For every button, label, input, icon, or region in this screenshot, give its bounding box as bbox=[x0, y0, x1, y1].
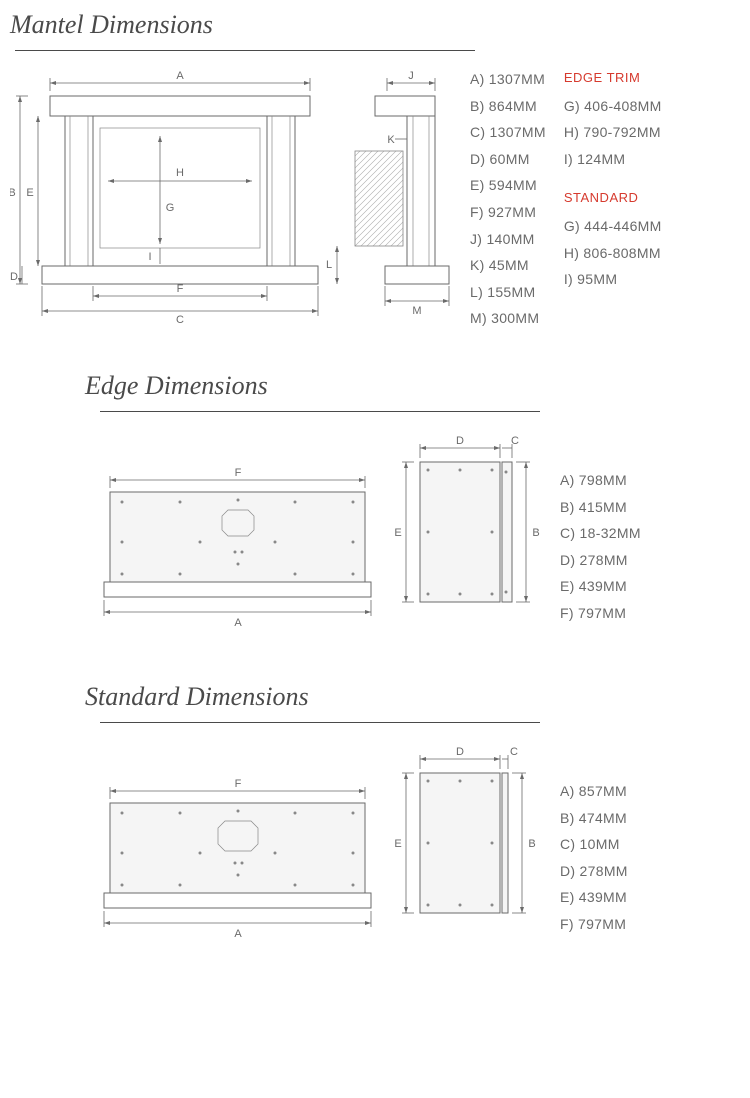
svg-text:A: A bbox=[234, 617, 242, 629]
legend-item: H) 806-808MM bbox=[564, 240, 662, 267]
svg-text:G: G bbox=[166, 202, 175, 214]
legend-item: D) 278MM bbox=[560, 547, 641, 574]
svg-text:A: A bbox=[176, 70, 184, 82]
legend-item: H) 790-792MM bbox=[564, 119, 662, 146]
legend-item: K) 45MM bbox=[470, 252, 546, 279]
standard-diagram: F A D bbox=[70, 738, 560, 963]
legend-item: E) 439MM bbox=[560, 573, 641, 600]
legend-item: I) 95MM bbox=[564, 266, 662, 293]
legend-item: G) 406-408MM bbox=[564, 93, 662, 120]
svg-text:D: D bbox=[10, 271, 18, 283]
svg-text:F: F bbox=[235, 778, 242, 790]
mantel-section: Mantel Dimensions bbox=[0, 0, 750, 361]
mantel-diagram: A B E bbox=[10, 66, 470, 341]
standard-section: Standard Dimensions F bbox=[0, 672, 750, 983]
svg-text:H: H bbox=[176, 167, 184, 179]
edge-diagram: F A bbox=[70, 427, 560, 652]
legend-item: M) 300MM bbox=[470, 305, 546, 332]
svg-text:M: M bbox=[412, 305, 421, 317]
legend-item: G) 444-446MM bbox=[564, 213, 662, 240]
mantel-divider bbox=[15, 50, 475, 51]
edge-section: Edge Dimensions bbox=[0, 361, 750, 672]
edge-trim-header: EDGE TRIM bbox=[564, 66, 662, 91]
legend-item: B) 474MM bbox=[560, 805, 628, 832]
legend-item: I) 124MM bbox=[564, 146, 662, 173]
svg-text:B: B bbox=[10, 187, 16, 199]
legend-item: F) 797MM bbox=[560, 911, 628, 938]
edge-title: Edge Dimensions bbox=[10, 371, 740, 401]
svg-text:B: B bbox=[532, 527, 539, 539]
svg-text:F: F bbox=[177, 283, 184, 295]
legend-item: C) 18-32MM bbox=[560, 520, 641, 547]
legend-item: J) 140MM bbox=[470, 226, 546, 253]
legend-item: A) 1307MM bbox=[470, 66, 546, 93]
legend-item: A) 857MM bbox=[560, 778, 628, 805]
svg-text:D: D bbox=[456, 746, 464, 758]
svg-text:K: K bbox=[387, 134, 395, 146]
legend-item: F) 797MM bbox=[560, 600, 641, 627]
legend-item: B) 415MM bbox=[560, 494, 641, 521]
legend-item: C) 10MM bbox=[560, 831, 628, 858]
standard-title: Standard Dimensions bbox=[10, 682, 740, 712]
legend-item: E) 439MM bbox=[560, 884, 628, 911]
mantel-legend-main: A) 1307MM B) 864MM C) 1307MM D) 60MM E) … bbox=[470, 66, 546, 332]
svg-text:L: L bbox=[326, 259, 332, 271]
svg-text:A: A bbox=[234, 928, 242, 940]
edge-divider bbox=[100, 411, 540, 412]
edge-legend: A) 798MM B) 415MM C) 18-32MM D) 278MM E)… bbox=[560, 427, 641, 627]
standard-legend: A) 857MM B) 474MM C) 10MM D) 278MM E) 43… bbox=[560, 738, 628, 938]
svg-text:B: B bbox=[528, 838, 535, 850]
legend-item: D) 278MM bbox=[560, 858, 628, 885]
mantel-legend-variants: EDGE TRIM G) 406-408MM H) 790-792MM I) 1… bbox=[564, 66, 662, 293]
legend-item: D) 60MM bbox=[470, 146, 546, 173]
legend-item: A) 798MM bbox=[560, 467, 641, 494]
legend-item: F) 927MM bbox=[470, 199, 546, 226]
legend-item: L) 155MM bbox=[470, 279, 546, 306]
mantel-title: Mantel Dimensions bbox=[10, 10, 740, 40]
legend-item: C) 1307MM bbox=[470, 119, 546, 146]
svg-text:D: D bbox=[456, 435, 464, 447]
svg-text:E: E bbox=[26, 187, 33, 199]
svg-text:F: F bbox=[235, 467, 242, 479]
svg-text:E: E bbox=[394, 527, 401, 539]
standard-divider bbox=[100, 722, 540, 723]
svg-text:C: C bbox=[510, 746, 518, 758]
svg-text:J: J bbox=[408, 70, 414, 82]
legend-item: B) 864MM bbox=[470, 93, 546, 120]
svg-text:E: E bbox=[394, 838, 401, 850]
standard-header: STANDARD bbox=[564, 186, 662, 211]
svg-text:C: C bbox=[176, 314, 184, 326]
legend-item: E) 594MM bbox=[470, 172, 546, 199]
svg-text:I: I bbox=[148, 251, 151, 263]
